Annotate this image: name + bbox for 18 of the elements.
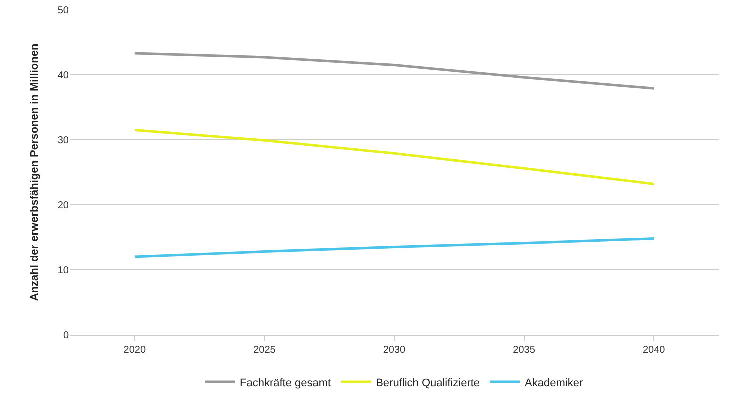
- y-tick-label: 50: [58, 6, 70, 16]
- line-series: [134, 238, 656, 258]
- y-tick-label: 10: [58, 266, 70, 276]
- y-tick-label: 30: [58, 136, 70, 146]
- x-tick-label: 2030: [383, 345, 406, 356]
- line-series: [134, 129, 656, 186]
- legend-label: Beruflich Qualifizierte: [376, 377, 480, 390]
- x-tick-label: 2040: [642, 345, 666, 356]
- y-axis-title: Anzahl der erwerbsfähigen Personen in Millionen: [29, 44, 41, 302]
- x-tick-label: 2025: [254, 345, 276, 356]
- y-tick-label: 0: [63, 330, 70, 342]
- x-tick-label: 2020: [124, 345, 146, 356]
- legend-label: Akademiker: [525, 377, 584, 390]
- x-tick-label: 2035: [513, 345, 536, 356]
- y-tick-label: 20: [58, 200, 70, 212]
- legend-label: Fachkräfte gesamt: [240, 377, 332, 390]
- y-tick-label: 40: [58, 70, 70, 82]
- line-series: [134, 52, 656, 90]
